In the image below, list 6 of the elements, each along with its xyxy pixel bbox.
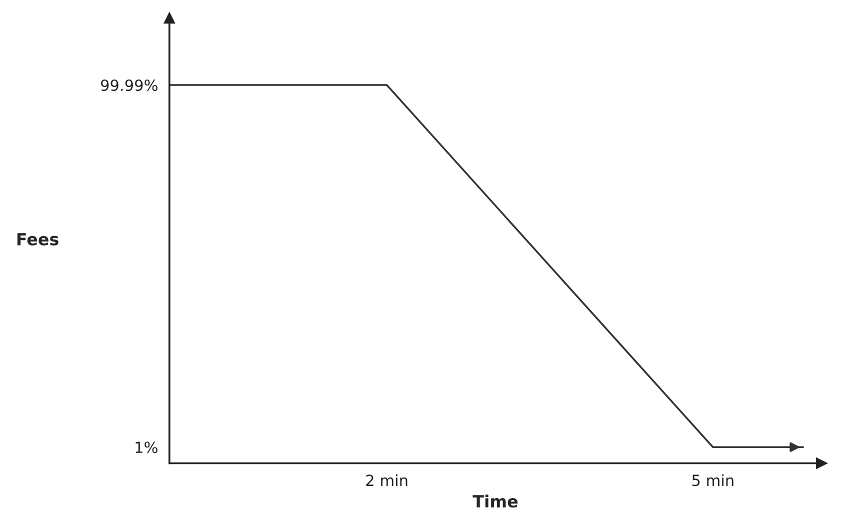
x-tick-label: 5 min bbox=[692, 474, 734, 486]
y-tick-label: 99.99% bbox=[100, 79, 158, 92]
y-tick-label: 1% bbox=[136, 442, 158, 454]
y-axis-title: Fees bbox=[17, 233, 58, 246]
x-axis-title: Time bbox=[472, 494, 518, 508]
x-tick-label: 2 min bbox=[366, 474, 408, 486]
